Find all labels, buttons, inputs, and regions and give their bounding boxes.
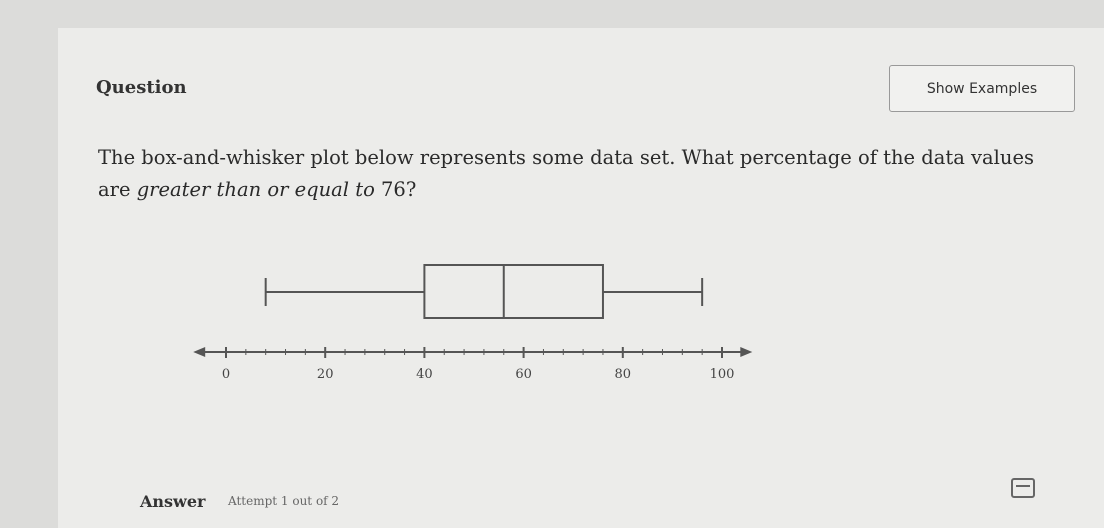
left-arrow-icon — [193, 347, 206, 357]
tick-label: 80 — [615, 367, 632, 382]
right-arrow-icon — [740, 347, 753, 357]
question-text-emphasis: greater than or equal to — [136, 178, 375, 201]
tick-label: 20 — [317, 367, 334, 382]
box-iqr — [423, 264, 604, 319]
show-examples-button[interactable]: Show Examples — [889, 65, 1075, 112]
question-heading: Question — [96, 77, 187, 98]
question-text: The box-and-whisker plot below represent… — [98, 142, 1058, 206]
question-text-start: The box-and-whisker plot below represent… — [98, 146, 1035, 201]
answer-label: Answer — [140, 492, 206, 511]
attempt-counter: Attempt 1 out of 2 — [228, 494, 340, 508]
calculator-icon[interactable] — [1011, 478, 1035, 498]
question-text-end: 76? — [374, 178, 417, 201]
tick-label: 40 — [416, 367, 433, 382]
tick-label: 0 — [222, 367, 230, 382]
tick-label: 100 — [710, 367, 735, 382]
tick-label: 60 — [515, 367, 532, 382]
